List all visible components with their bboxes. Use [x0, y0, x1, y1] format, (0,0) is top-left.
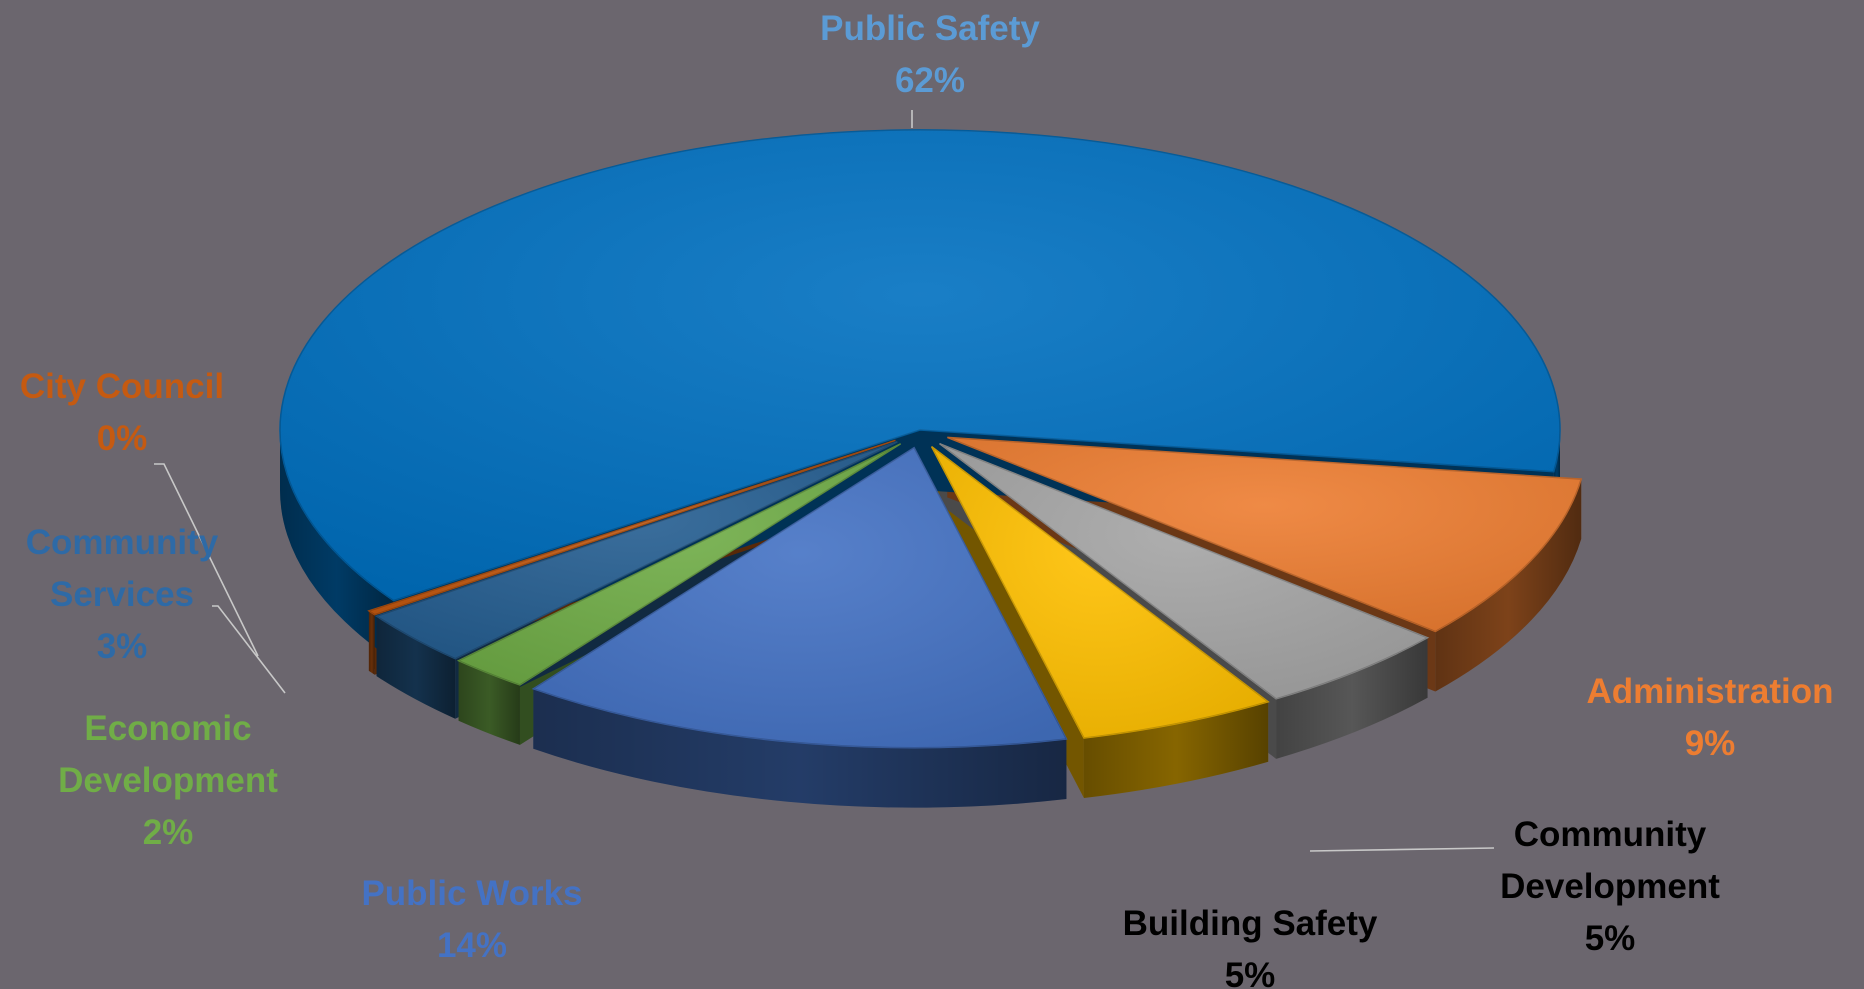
data-label-community-services: Community Services 3% — [26, 523, 219, 666]
slice-shine — [280, 130, 1561, 601]
data-label-name: City Council — [20, 367, 224, 406]
slice-side-shade — [376, 616, 456, 719]
slice-shine — [931, 446, 1269, 738]
slice-shine — [376, 441, 898, 659]
data-label-value: 62% — [895, 61, 965, 100]
data-label-city-council: City Council 0% — [20, 367, 224, 458]
data-label-community-development: Community Development 5% — [1500, 815, 1720, 958]
data-label-value: 3% — [97, 627, 148, 666]
data-label-value: 0% — [97, 419, 148, 458]
data-label-name: Public Safety — [820, 9, 1040, 48]
leader-line-city-council — [154, 463, 259, 657]
data-label-value: 5% — [1225, 956, 1276, 989]
data-label-value: 2% — [143, 813, 194, 852]
slice-side-shade — [1276, 637, 1428, 759]
data-label-name: Community — [26, 523, 219, 562]
data-label-name: Development — [1500, 867, 1720, 906]
data-label-name: Administration — [1587, 672, 1834, 711]
leader-lines — [154, 110, 1495, 852]
slice-side-shade — [368, 610, 375, 675]
slice-shine — [947, 437, 1582, 632]
slice-side-shade — [533, 688, 1067, 808]
data-label-name: Services — [50, 575, 194, 614]
slice-side-shade — [1435, 479, 1582, 692]
data-label-public-safety: Public Safety 62% — [820, 9, 1040, 100]
slice-side-shade — [458, 660, 520, 745]
slice-shine — [939, 443, 1428, 699]
leader-line-community-services — [212, 605, 286, 694]
pie-tops — [279, 129, 1583, 749]
data-label-economic-development: Economic Development 2% — [58, 709, 278, 852]
slice-shine — [368, 440, 896, 615]
data-label-name: Economic — [84, 709, 251, 748]
slice-shine — [458, 443, 901, 685]
data-label-administration: Administration 9% — [1587, 672, 1834, 763]
data-labels: Public Safety 62% Administration 9% Communit… — [20, 9, 1834, 989]
leader-line-community-development — [1309, 847, 1495, 852]
data-label-value: 5% — [1585, 919, 1636, 958]
data-label-value: 9% — [1685, 724, 1736, 763]
data-label-building-safety: Building Safety 5% — [1123, 904, 1378, 989]
data-label-name: Development — [58, 761, 278, 800]
data-label-name: Community — [1514, 815, 1707, 854]
data-label-public-works: Public Works 14% — [361, 874, 582, 965]
slice-side-shade — [1083, 701, 1269, 798]
data-label-name: Public Works — [361, 874, 582, 913]
slice-shine — [533, 447, 1067, 748]
slice-side-shade — [280, 430, 394, 661]
data-label-value: 14% — [437, 926, 507, 965]
data-label-name: Building Safety — [1123, 904, 1378, 943]
